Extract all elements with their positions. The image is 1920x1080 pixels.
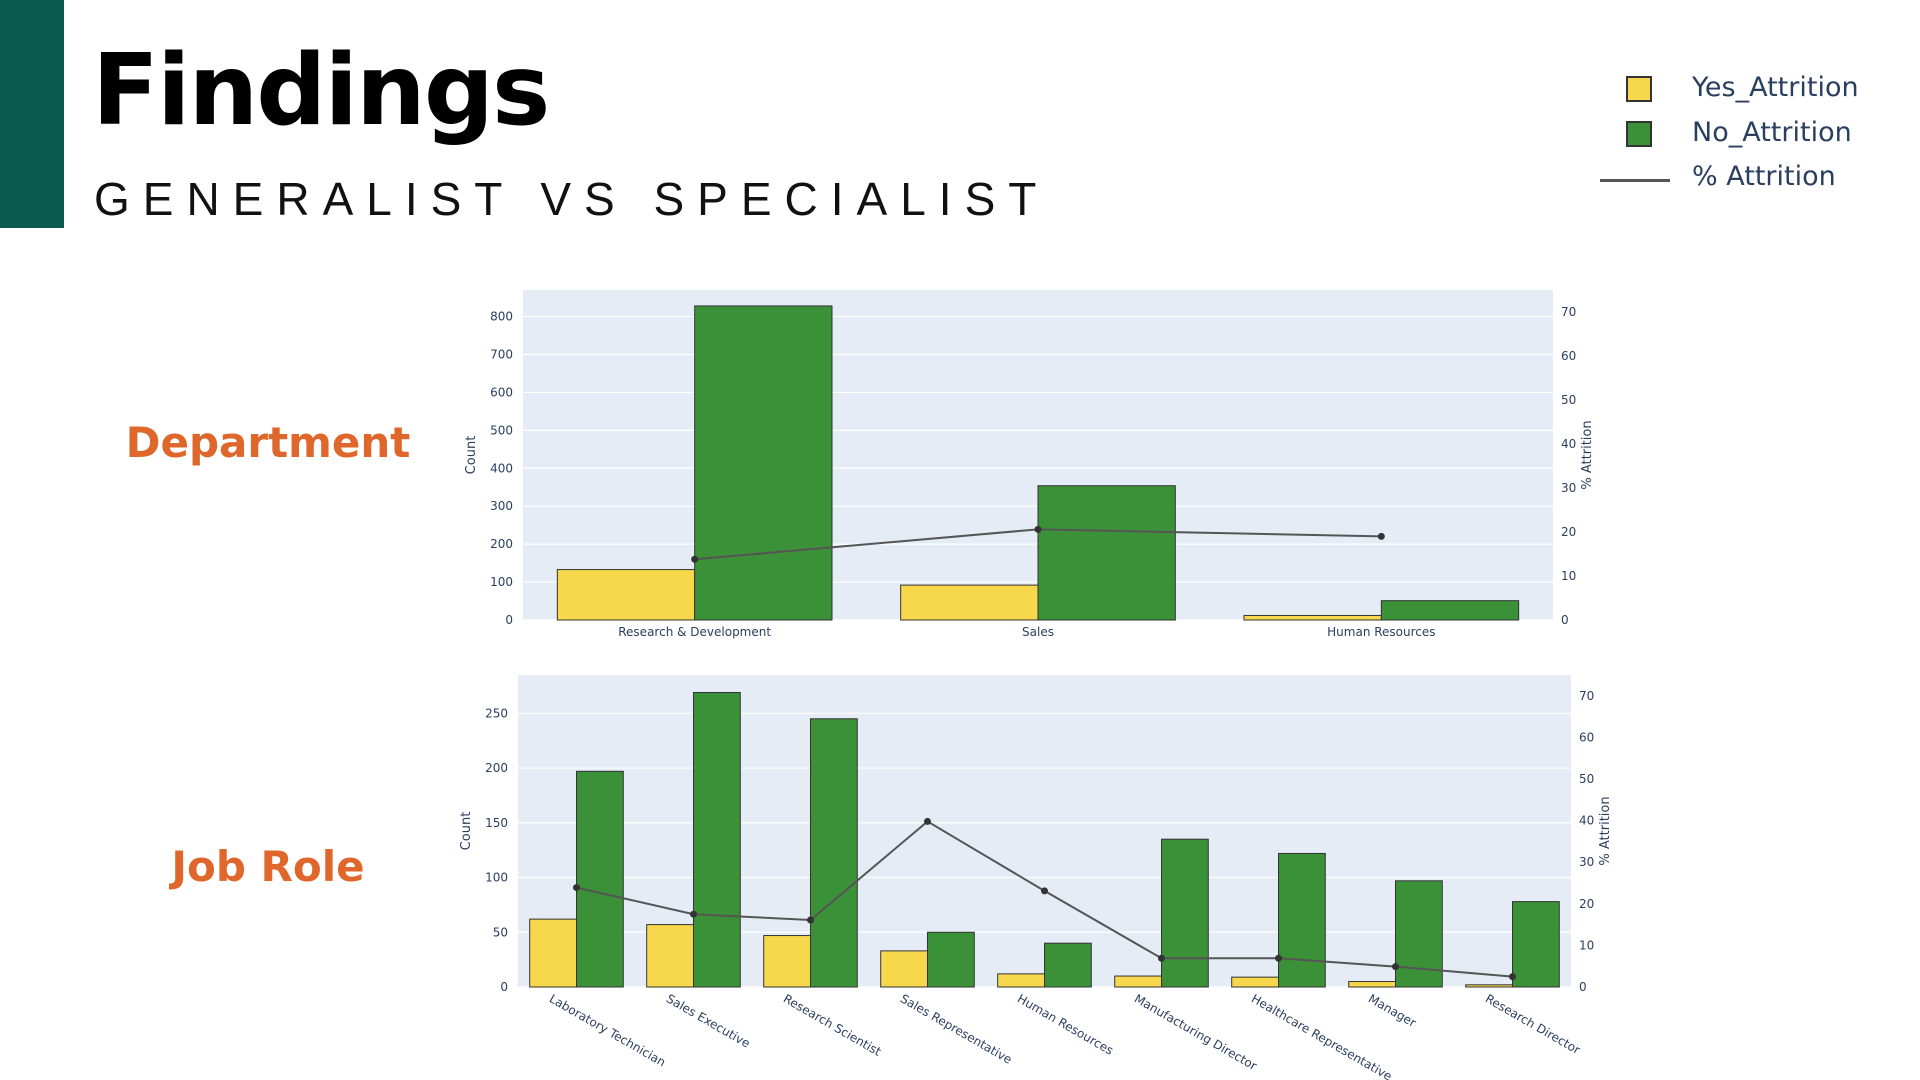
job-role-pct-attrition-point (1392, 963, 1399, 971)
job-role-y2-tick-label: 30 (1579, 855, 1594, 869)
legend-swatch-yes (1626, 76, 1652, 102)
legend: Yes_Attrition No_Attrition % Attrition (1600, 70, 1900, 200)
department-y2-tick-label: 20 (1561, 525, 1576, 539)
department-pct-attrition-point (1377, 532, 1385, 540)
department-y-tick-label: 200 (490, 537, 513, 551)
department-y-tick-label: 700 (490, 347, 513, 361)
job-role-y2-tick-label: 40 (1579, 814, 1594, 828)
job-role-bar-no-attrition (693, 692, 741, 988)
department-y-tick-label: 500 (490, 423, 513, 437)
department-y2-tick-label: 0 (1561, 613, 1569, 627)
department-bar-yes-attrition (900, 584, 1039, 621)
job-role-bar-yes-attrition (646, 924, 695, 988)
job-role-bar-no-attrition (1395, 880, 1443, 988)
department-y-tick-label: 100 (490, 575, 513, 589)
legend-label-yes: Yes_Attrition (1692, 72, 1859, 103)
job-role-bar-yes-attrition (997, 973, 1046, 988)
job-role-bar-yes-attrition (1231, 976, 1279, 988)
job-role-pct-attrition-point (1041, 887, 1048, 895)
job-role-x-tick-label: Manager (1366, 991, 1419, 1029)
job-role-bar-no-attrition (576, 770, 624, 988)
legend-line-pct (1600, 179, 1670, 182)
department-chart-label: Department (125, 418, 411, 467)
department-y2-tick-label: 60 (1561, 349, 1576, 363)
department-pct-attrition-point (691, 555, 699, 563)
department-y-tick-label: 800 (490, 310, 513, 324)
department-bar-yes-attrition (1243, 614, 1382, 621)
job-role-bar-no-attrition (927, 931, 975, 988)
department-x-tick-label: Research & Development (618, 625, 771, 639)
job-role-bar-yes-attrition (763, 935, 812, 988)
department-bar-yes-attrition (556, 569, 696, 621)
department-pct-attrition-point (1034, 525, 1042, 533)
job-role-bar-no-attrition (1161, 838, 1209, 988)
department-x-tick-label: Sales (1022, 625, 1054, 639)
legend-label-no: No_Attrition (1692, 117, 1852, 148)
job-role-x-tick-label: Research Director (1483, 991, 1583, 1057)
legend-swatch-no (1626, 121, 1652, 147)
job-role-y-tick-label: 100 (485, 871, 508, 885)
job-role-x-tick-label: Manufacturing Director (1132, 991, 1259, 1073)
job-role-y2-tick-label: 50 (1579, 772, 1594, 786)
department-x-tick-label: Human Resources (1327, 625, 1435, 639)
job-role-pct-attrition-point (573, 884, 580, 892)
job-role-bar-no-attrition (1044, 942, 1092, 988)
department-y2-tick-label: 40 (1561, 437, 1576, 451)
department-y-tick-label: 300 (490, 499, 513, 513)
department-y2-tick-label: 30 (1561, 481, 1576, 495)
job-role-y2-tick-label: 0 (1579, 980, 1587, 994)
job-role-pct-attrition-point (690, 910, 697, 918)
job-role-bar-yes-attrition (529, 918, 578, 988)
job-role-bar-yes-attrition (880, 950, 929, 988)
page-subtitle: GENERALIST VS SPECIALIST (94, 173, 1050, 225)
department-y2-tick-label: 10 (1561, 569, 1576, 583)
department-y-axis-title: Count (464, 436, 479, 475)
job-role-x-tick-label: Laboratory Technician (547, 991, 668, 1069)
job-role-y-tick-label: 50 (493, 925, 508, 939)
department-y-tick-label: 400 (490, 461, 513, 475)
job-role-pct-attrition-point (1158, 954, 1165, 962)
job-role-x-tick-label: Human Resources (1015, 991, 1116, 1057)
department-bar-no-attrition (694, 305, 833, 621)
job-role-bar-no-attrition (1512, 901, 1560, 988)
job-role-y2-tick-label: 20 (1579, 897, 1594, 911)
job-role-x-tick-label: Sales Executive (664, 991, 753, 1050)
job-role-bar-yes-attrition (1465, 984, 1513, 988)
department-y-tick-label: 0 (505, 613, 513, 627)
job-role-chart-label: Job Role (171, 842, 365, 891)
job-role-bar-yes-attrition (1348, 981, 1396, 988)
job-role-y2-tick-label: 10 (1579, 938, 1594, 952)
department-y2-tick-label: 70 (1561, 305, 1576, 319)
department-y2-axis-title: % Attrition (1580, 420, 1595, 489)
job-role-x-tick-label: Research Scientist (781, 991, 884, 1058)
job-role-y2-tick-label: 70 (1579, 689, 1594, 703)
job-role-y-tick-label: 0 (500, 980, 508, 994)
job-role-y-axis-title: Count (459, 812, 474, 851)
job-role-y2-tick-label: 60 (1579, 730, 1594, 744)
job-role-y2-axis-title: % Attrition (1598, 796, 1613, 865)
job-role-pct-attrition-point (1509, 973, 1516, 981)
job-role-y-tick-label: 250 (485, 706, 508, 720)
job-role-pct-attrition-point (1275, 954, 1282, 962)
legend-label-pct: % Attrition (1692, 161, 1836, 192)
job-role-pct-attrition-point (924, 817, 931, 825)
department-bar-no-attrition (1380, 600, 1520, 621)
job-role-bar-yes-attrition (1114, 975, 1162, 988)
page-title: Findings (92, 34, 550, 148)
department-y2-tick-label: 50 (1561, 393, 1576, 407)
job-role-bar-no-attrition (1278, 852, 1326, 988)
job-role-pct-attrition-point (807, 916, 814, 924)
job-role-bar-no-attrition (810, 718, 858, 988)
job-role-y-tick-label: 150 (485, 816, 508, 830)
job-role-y-tick-label: 200 (485, 761, 508, 775)
job-role-x-tick-label: Sales Representative (898, 991, 1014, 1066)
department-y-tick-label: 600 (490, 385, 513, 399)
department-bar-no-attrition (1037, 485, 1176, 621)
accent-bar (0, 0, 64, 228)
